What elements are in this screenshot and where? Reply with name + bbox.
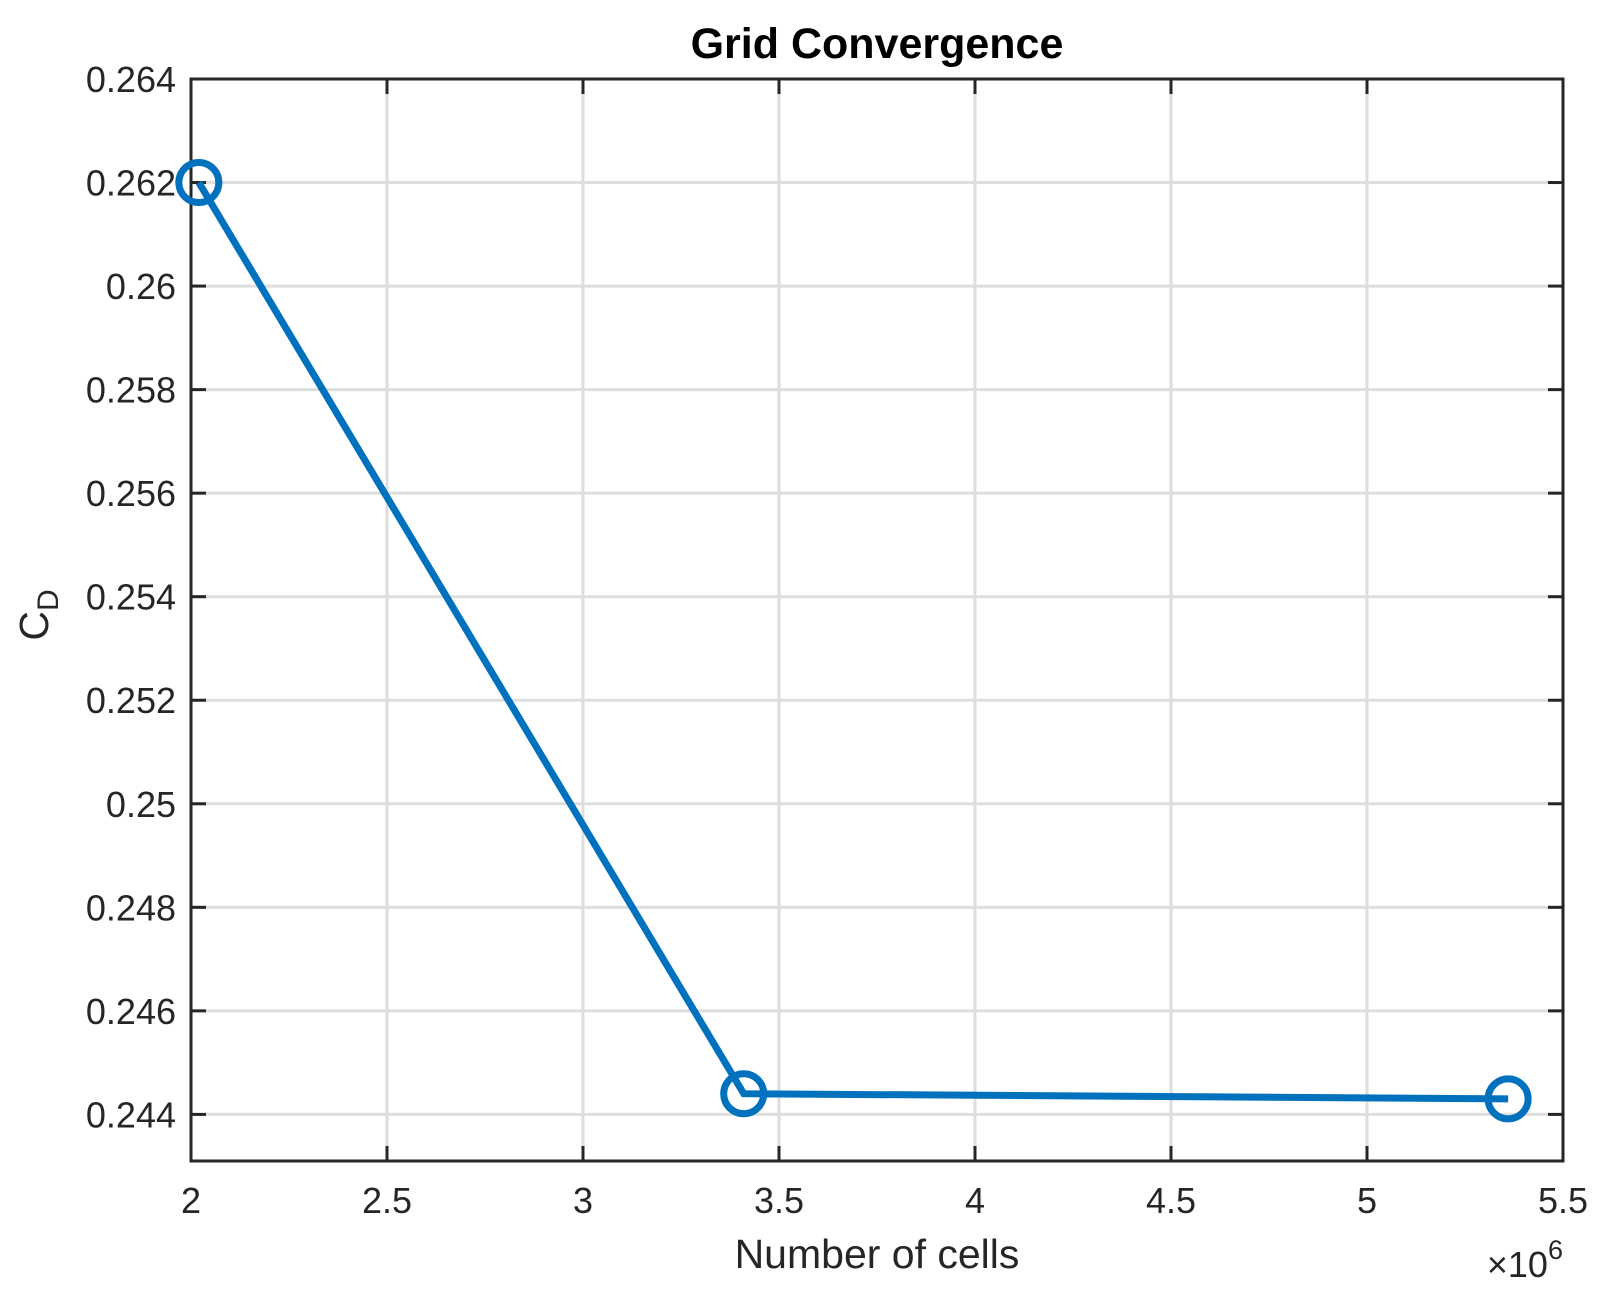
y-tick-label: 0.246 [86,991,176,1032]
y-tick-label: 0.252 [86,680,176,721]
x-axis-exponent-power: 6 [1548,1235,1563,1265]
y-tick-label: 0.244 [86,1094,176,1135]
y-axis-label: CD [11,589,65,640]
y-tick-label: 0.264 [86,59,176,100]
x-tick-label: 3 [573,1180,593,1221]
y-axis-label-main: C [11,611,57,641]
plot-area-border [189,77,1565,1163]
data-point-marker [720,1070,768,1118]
y-tick-label: 0.26 [106,266,176,307]
y-tick-label: 0.256 [86,473,176,514]
series-layer [175,159,1532,1123]
y-tick-label: 0.254 [86,577,176,618]
x-tick-label: 3.5 [754,1180,804,1221]
x-tick-label: 2 [181,1180,201,1221]
data-line [195,180,1509,1103]
data-point-marker [1484,1075,1532,1123]
data-point-marker [175,159,223,207]
x-axis-label: Number of cells [735,1231,1020,1277]
y-tick-label: 0.25 [106,784,176,825]
x-axis-exponent-base: ×10 [1487,1244,1548,1285]
x-tick-label: 4 [965,1180,985,1221]
tick-label-layer: 2 2.5 3 3.5 4 4.5 5 5.5 0.244 0.246 0.248 0.25 0.252… [86,59,1588,1221]
grid-layer [191,79,1563,1161]
y-tick-label: 0.248 [86,887,176,928]
x-tick-label: 5 [1357,1180,1377,1221]
tick-layer [189,77,1565,1161]
y-tick-label: 0.258 [86,370,176,411]
x-tick-label: 5.5 [1538,1180,1588,1221]
chart-title: Grid Convergence [691,20,1064,68]
x-tick-label: 2.5 [362,1180,412,1221]
x-tick-label: 4.5 [1146,1180,1196,1221]
x-axis-exponent: ×106 [1487,1235,1563,1285]
y-tick-label: 0.262 [86,163,176,204]
y-axis-label-subscript: D [32,589,65,611]
